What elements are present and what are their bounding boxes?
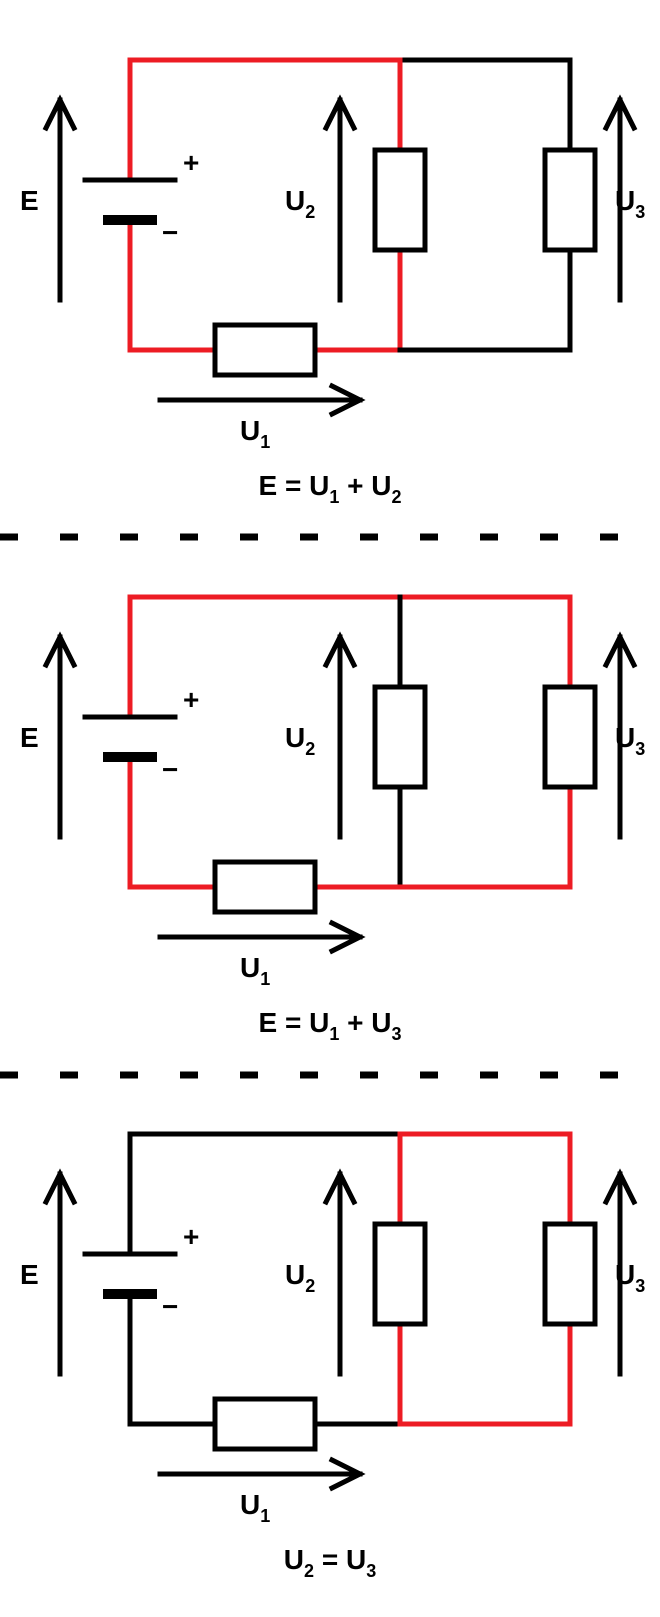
arrow-u2	[326, 100, 354, 300]
equation: E = U1 + U2	[258, 470, 401, 507]
battery-minus: −	[162, 217, 178, 248]
equation: E = U1 + U3	[258, 1007, 401, 1044]
battery: +−	[85, 147, 199, 248]
label-u2: U2	[285, 1259, 315, 1296]
arrow-u1	[160, 1460, 360, 1488]
arrow-u1	[160, 923, 360, 951]
label-u1: U1	[240, 952, 270, 989]
arrow-u2	[326, 637, 354, 837]
panel-1: +−EU2U3U1E = U1 + U2	[20, 60, 645, 507]
resistor-r1	[215, 862, 315, 912]
battery: +−	[85, 684, 199, 785]
resistor-r3	[545, 687, 595, 787]
battery: +−	[85, 1221, 199, 1322]
panel-2: +−EU2U3U1E = U1 + U3	[20, 597, 645, 1044]
arrow-u1	[160, 386, 360, 414]
resistor-r1	[215, 325, 315, 375]
label-u1: U1	[240, 415, 270, 452]
arrow-e	[46, 637, 74, 837]
label-e: E	[20, 185, 39, 216]
resistor-r2	[375, 150, 425, 250]
resistor-r2	[375, 1224, 425, 1324]
battery-plus: +	[183, 684, 199, 715]
battery-minus: −	[162, 754, 178, 785]
arrow-e	[46, 100, 74, 300]
resistor-r3	[545, 1224, 595, 1324]
battery-plus: +	[183, 1221, 199, 1252]
resistor-r1	[215, 1399, 315, 1449]
label-u2: U2	[285, 185, 315, 222]
label-e: E	[20, 1259, 39, 1290]
equation: U2 = U3	[284, 1544, 376, 1581]
panel-3: +−EU2U3U1U2 = U3	[20, 1134, 645, 1581]
label-u1: U1	[240, 1489, 270, 1526]
resistor-r2	[375, 687, 425, 787]
arrow-e	[46, 1174, 74, 1374]
label-e: E	[20, 722, 39, 753]
arrow-u2	[326, 1174, 354, 1374]
label-u2: U2	[285, 722, 315, 759]
battery-plus: +	[183, 147, 199, 178]
battery-minus: −	[162, 1291, 178, 1322]
resistor-r3	[545, 150, 595, 250]
